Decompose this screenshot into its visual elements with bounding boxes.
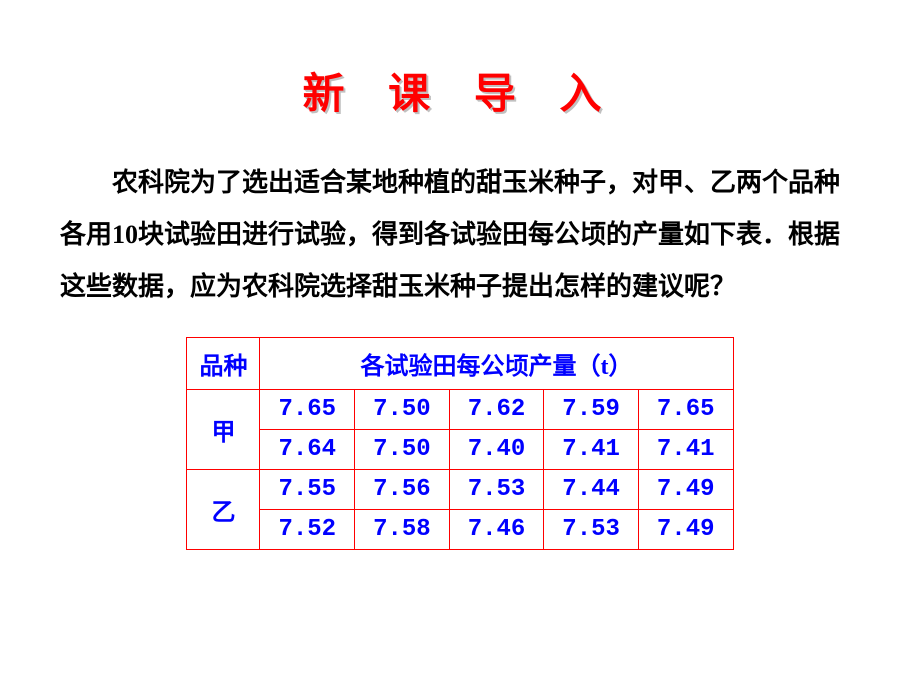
table-row: 7.64 7.50 7.40 7.41 7.41 — [187, 430, 733, 470]
table-cell: 7.58 — [355, 510, 450, 550]
slide-title: 新 课 导 入 — [60, 60, 860, 121]
table-row: 乙 7.55 7.56 7.53 7.44 7.49 — [187, 470, 733, 510]
table-cell: 7.49 — [638, 470, 733, 510]
row-label-jia: 甲 — [187, 390, 260, 470]
table-row: 甲 7.65 7.50 7.62 7.59 7.65 — [187, 390, 733, 430]
table-cell: 7.40 — [449, 430, 544, 470]
table-cell: 7.56 — [355, 470, 450, 510]
header-yield: 各试验田每公顷产量（t） — [260, 338, 733, 390]
table-row: 7.52 7.58 7.46 7.53 7.49 — [187, 510, 733, 550]
table-cell: 7.41 — [544, 430, 639, 470]
slide-intro-paragraph: 农科院为了选出适合某地种植的甜玉米种子，对甲、乙两个品种各用10块试验田进行试验… — [60, 157, 860, 313]
table-cell: 7.46 — [449, 510, 544, 550]
table-cell: 7.55 — [260, 470, 355, 510]
table-container: 品种 各试验田每公顷产量（t） 甲 7.65 7.50 7.62 7.59 7.… — [60, 337, 860, 550]
table-cell: 7.53 — [544, 510, 639, 550]
header-variety: 品种 — [187, 338, 260, 390]
table-cell: 7.52 — [260, 510, 355, 550]
table-cell: 7.49 — [638, 510, 733, 550]
table-cell: 7.62 — [449, 390, 544, 430]
table-cell: 7.53 — [449, 470, 544, 510]
table-cell: 7.41 — [638, 430, 733, 470]
yield-table: 品种 各试验田每公顷产量（t） 甲 7.65 7.50 7.62 7.59 7.… — [186, 337, 733, 550]
slide-page: 新 课 导 入 农科院为了选出适合某地种植的甜玉米种子，对甲、乙两个品种各用10… — [0, 0, 920, 690]
table-header-row: 品种 各试验田每公顷产量（t） — [187, 338, 733, 390]
row-label-yi: 乙 — [187, 470, 260, 550]
table-cell: 7.65 — [260, 390, 355, 430]
table-cell: 7.64 — [260, 430, 355, 470]
table-cell: 7.44 — [544, 470, 639, 510]
table-cell: 7.65 — [638, 390, 733, 430]
table-cell: 7.50 — [355, 390, 450, 430]
table-cell: 7.59 — [544, 390, 639, 430]
table-cell: 7.50 — [355, 430, 450, 470]
